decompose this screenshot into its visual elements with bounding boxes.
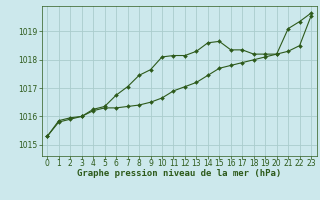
X-axis label: Graphe pression niveau de la mer (hPa): Graphe pression niveau de la mer (hPa)	[77, 169, 281, 178]
